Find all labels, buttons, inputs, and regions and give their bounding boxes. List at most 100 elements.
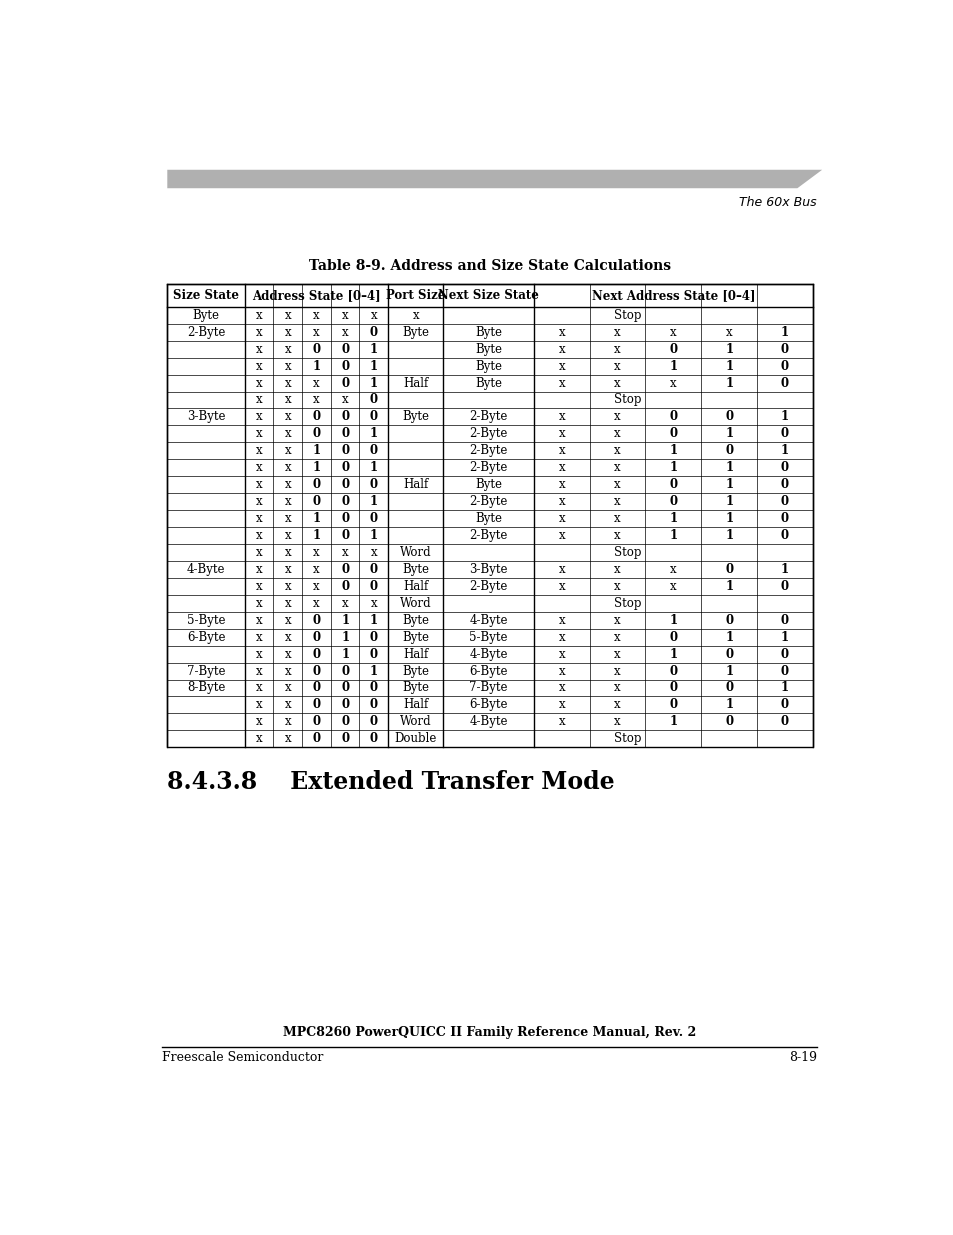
Text: x: x	[341, 326, 348, 338]
Text: 0: 0	[370, 682, 377, 694]
Polygon shape	[167, 169, 821, 188]
Text: Stop: Stop	[614, 597, 641, 610]
Text: 0: 0	[669, 342, 677, 356]
Text: x: x	[558, 410, 564, 424]
Text: x: x	[255, 682, 262, 694]
Text: x: x	[255, 326, 262, 338]
Text: 1: 1	[669, 513, 677, 525]
Text: 0: 0	[341, 513, 349, 525]
Text: 0: 0	[370, 513, 377, 525]
Text: 1: 1	[724, 495, 733, 508]
Text: Byte: Byte	[402, 631, 429, 643]
Text: 1: 1	[781, 326, 788, 338]
Text: 0: 0	[370, 410, 377, 424]
Text: x: x	[614, 513, 620, 525]
Text: 3-Byte: 3-Byte	[187, 410, 225, 424]
Text: 0: 0	[312, 631, 320, 643]
Text: x: x	[313, 394, 319, 406]
Text: 1: 1	[312, 529, 320, 542]
Text: Byte: Byte	[402, 410, 429, 424]
Text: 2-Byte: 2-Byte	[469, 579, 507, 593]
Text: 0: 0	[341, 359, 349, 373]
Text: x: x	[313, 579, 319, 593]
Text: 0: 0	[370, 631, 377, 643]
Text: 4-Byte: 4-Byte	[469, 614, 507, 626]
Text: x: x	[313, 597, 319, 610]
Text: 1: 1	[370, 342, 377, 356]
Text: 1: 1	[724, 427, 733, 441]
Text: 1: 1	[724, 513, 733, 525]
Text: x: x	[255, 377, 262, 389]
Text: Double: Double	[395, 732, 436, 745]
Text: 1: 1	[312, 513, 320, 525]
Text: 1: 1	[370, 495, 377, 508]
Text: 0: 0	[370, 478, 377, 492]
Text: 0: 0	[341, 445, 349, 457]
Text: x: x	[558, 427, 564, 441]
Text: x: x	[614, 529, 620, 542]
Text: 2-Byte: 2-Byte	[469, 445, 507, 457]
Text: x: x	[284, 342, 291, 356]
Text: Port Size: Port Size	[386, 289, 445, 301]
Text: x: x	[341, 394, 348, 406]
Text: 0: 0	[781, 478, 788, 492]
Text: Byte: Byte	[475, 326, 501, 338]
Text: 0: 0	[341, 427, 349, 441]
Text: 1: 1	[781, 410, 788, 424]
Text: x: x	[614, 579, 620, 593]
Text: 0: 0	[341, 377, 349, 389]
Text: 2-Byte: 2-Byte	[469, 495, 507, 508]
Text: x: x	[255, 699, 262, 711]
Text: x: x	[614, 495, 620, 508]
Text: x: x	[614, 647, 620, 661]
Text: 0: 0	[781, 579, 788, 593]
Text: Next Address State [0–4]: Next Address State [0–4]	[591, 289, 755, 301]
Text: 0: 0	[341, 342, 349, 356]
Text: 1: 1	[312, 445, 320, 457]
Text: x: x	[255, 529, 262, 542]
Text: x: x	[341, 597, 348, 610]
Text: x: x	[255, 715, 262, 729]
Text: x: x	[255, 579, 262, 593]
Text: 8.4.3.8    Extended Transfer Mode: 8.4.3.8 Extended Transfer Mode	[167, 771, 615, 794]
Text: Byte: Byte	[475, 377, 501, 389]
Text: x: x	[255, 614, 262, 626]
Text: x: x	[284, 647, 291, 661]
Text: x: x	[558, 359, 564, 373]
Text: 0: 0	[341, 682, 349, 694]
Text: x: x	[284, 546, 291, 559]
Text: Half: Half	[402, 478, 428, 492]
Text: x: x	[255, 309, 262, 322]
Text: 0: 0	[781, 377, 788, 389]
Text: x: x	[284, 326, 291, 338]
Text: 1: 1	[781, 563, 788, 576]
Text: x: x	[558, 563, 564, 576]
Text: Byte: Byte	[402, 326, 429, 338]
Text: x: x	[284, 495, 291, 508]
Text: x: x	[669, 326, 676, 338]
Text: 1: 1	[370, 427, 377, 441]
Text: 0: 0	[724, 563, 733, 576]
Text: Byte: Byte	[475, 513, 501, 525]
Text: 0: 0	[312, 614, 320, 626]
Text: 0: 0	[312, 478, 320, 492]
Text: 0: 0	[341, 699, 349, 711]
Text: x: x	[614, 377, 620, 389]
Text: x: x	[558, 513, 564, 525]
Text: 1: 1	[312, 359, 320, 373]
Text: 0: 0	[370, 563, 377, 576]
Text: x: x	[669, 377, 676, 389]
Text: x: x	[284, 614, 291, 626]
Text: Stop: Stop	[614, 309, 641, 322]
Text: x: x	[313, 326, 319, 338]
Text: 2-Byte: 2-Byte	[469, 410, 507, 424]
Text: Half: Half	[402, 377, 428, 389]
Text: 0: 0	[781, 647, 788, 661]
Text: 0: 0	[781, 359, 788, 373]
Text: 2-Byte: 2-Byte	[469, 529, 507, 542]
Text: MPC8260 PowerQUICC II Family Reference Manual, Rev. 2: MPC8260 PowerQUICC II Family Reference M…	[282, 1026, 695, 1039]
Text: 0: 0	[724, 410, 733, 424]
Text: 0: 0	[370, 445, 377, 457]
Text: x: x	[558, 495, 564, 508]
Text: Byte: Byte	[402, 614, 429, 626]
